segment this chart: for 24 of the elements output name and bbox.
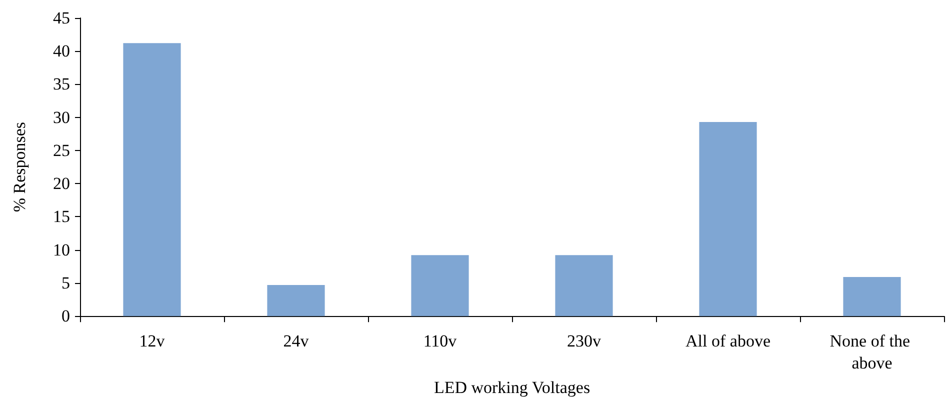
x-tick-label: None of the above xyxy=(830,332,914,373)
y-tick-label: 15 xyxy=(53,207,70,226)
bar xyxy=(843,277,901,316)
y-tick-label: 10 xyxy=(53,240,70,260)
x-tick-label: 12v xyxy=(139,332,166,351)
y-tick-label: 40 xyxy=(53,42,70,61)
y-tick-label: 0 xyxy=(62,306,70,326)
y-tick-label: 30 xyxy=(53,108,70,127)
x-tick-label: All of above xyxy=(686,332,770,351)
x-tick-label: 24v xyxy=(283,332,310,351)
bar xyxy=(411,255,469,316)
x-tick-label: 230v xyxy=(567,332,602,351)
bar xyxy=(123,43,181,316)
y-tick-label: 25 xyxy=(53,140,70,160)
bar xyxy=(699,122,757,316)
y-tick-label: 35 xyxy=(53,74,70,94)
bar xyxy=(555,255,613,316)
y-tick-label: 5 xyxy=(62,273,70,292)
y-tick-label: 45 xyxy=(53,8,70,28)
y-axis-title: % Responses xyxy=(10,122,29,212)
x-tick-label: 110v xyxy=(423,332,458,351)
y-tick-label: 20 xyxy=(53,174,70,194)
x-axis-title: LED working Voltages xyxy=(434,378,590,397)
bar xyxy=(267,284,325,316)
